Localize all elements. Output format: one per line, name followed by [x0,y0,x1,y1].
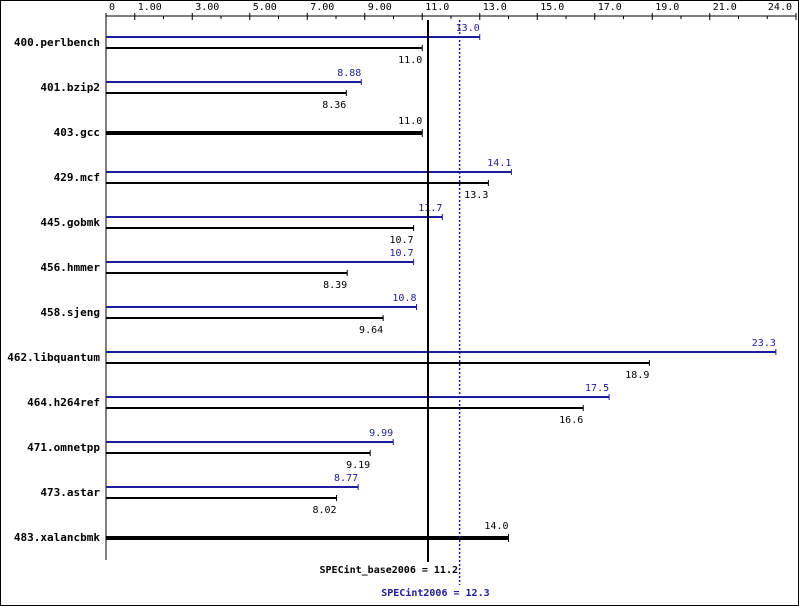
x-tick-label: 5.00 [253,2,277,13]
peak-label: 23.3 [752,338,776,349]
x-tick-label: 24.0 [768,2,792,13]
base-label: 8.39 [323,280,347,291]
base-label: 8.02 [312,505,336,516]
peak-label: 9.99 [369,428,393,439]
category-label: 462.libquantum [7,351,100,364]
base-label: 14.0 [484,521,508,532]
category-label: 429.mcf [54,171,100,184]
category-label: 464.h264ref [27,396,100,409]
x-tick-label: 19.0 [655,2,679,13]
base-label: 9.19 [346,460,370,471]
category-label: 403.gcc [54,126,100,139]
x-tick-label: 15.0 [540,2,564,13]
x-tick-label: 3.00 [195,2,219,13]
category-label: 483.xalancbmk [14,531,100,544]
reference-label: SPECint2006 = 12.3 [381,587,489,599]
x-tick-label: 0 [109,2,115,13]
x-tick-label: 13.0 [483,2,507,13]
category-label: 473.astar [40,486,100,499]
category-label: 445.gobmk [40,216,100,229]
base-label: 16.6 [559,415,583,426]
x-tick-label: 17.0 [598,2,622,13]
peak-label: 13.0 [456,23,480,34]
base-label: 11.0 [398,55,422,66]
peak-label: 14.1 [487,158,511,169]
x-tick-label: 21.0 [713,2,737,13]
base-label: 11.0 [398,116,422,127]
x-tick-label: 1.00 [138,2,162,13]
peak-label: 10.8 [392,293,416,304]
base-label: 13.3 [464,190,488,201]
peak-label: 11.7 [418,203,442,214]
base-label: 8.36 [322,100,346,111]
category-label: 400.perlbench [14,36,100,49]
reference-label: SPECint_base2006 = 11.2 [320,564,458,576]
peak-label: 8.77 [334,473,358,484]
base-label: 9.64 [359,325,383,336]
category-label: 401.bzip2 [40,81,100,94]
peak-label: 10.7 [390,248,414,259]
category-label: 471.omnetpp [27,441,100,454]
peak-label: 17.5 [585,383,609,394]
x-tick-label: 11.0 [425,2,449,13]
peak-label: 8.88 [337,68,361,79]
x-tick-label: 7.00 [310,2,334,13]
base-label: 18.9 [625,370,649,381]
category-label: 456.hmmer [40,261,100,274]
x-tick-label: 9.00 [368,2,392,13]
category-label: 458.sjeng [40,306,100,319]
base-label: 10.7 [390,235,414,246]
